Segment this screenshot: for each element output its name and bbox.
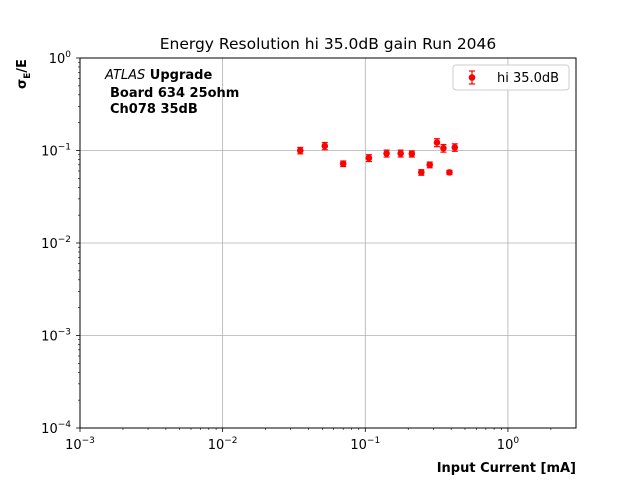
data-point xyxy=(433,138,441,148)
point-marker xyxy=(451,144,459,151)
point-marker xyxy=(433,139,441,146)
x-tick-base: 10 xyxy=(65,438,82,453)
x-tick-base: 10 xyxy=(208,438,225,453)
data-point xyxy=(418,169,425,176)
data-point xyxy=(339,160,347,168)
annotation-line-1: ATLAS Upgrade xyxy=(104,68,212,83)
data-point xyxy=(321,141,329,151)
y-axis-label-sub: E xyxy=(23,73,33,79)
annotation-line-2: Board 634 25ohm xyxy=(110,86,239,101)
point-marker xyxy=(408,150,416,158)
point-marker xyxy=(296,147,304,154)
axis-ticks xyxy=(76,57,552,432)
legend-box xyxy=(452,64,570,91)
point-marker xyxy=(339,160,347,167)
point-marker xyxy=(383,150,390,157)
point-marker xyxy=(440,144,447,152)
point-marker xyxy=(397,150,404,157)
data-point xyxy=(446,169,453,176)
data-point xyxy=(440,143,447,153)
atlas-annotation: ATLAS Upgrade Board 634 25ohm Ch078 35dB xyxy=(104,68,239,117)
y-tick-label: 10−1 xyxy=(41,143,71,160)
y-tick-label: 10−4 xyxy=(41,420,71,437)
x-tick-base: 10 xyxy=(497,438,514,453)
data-point xyxy=(383,149,390,158)
point-marker xyxy=(426,161,434,169)
x-tick-label: 10−1 xyxy=(350,436,380,453)
x-tick-exp: −1 xyxy=(367,436,380,446)
y-tick-exp: −3 xyxy=(58,328,71,338)
y-axis-label: σE/E xyxy=(15,59,33,89)
annotation-upgrade: Upgrade xyxy=(145,68,212,83)
x-axis-label: Input Current [mA] xyxy=(437,461,576,476)
y-tick-label: 10−2 xyxy=(41,235,71,252)
data-point xyxy=(397,149,404,158)
x-tick-exp: −3 xyxy=(82,436,95,446)
point-marker xyxy=(418,169,425,176)
data-point xyxy=(451,143,459,152)
x-tick-label: 10−3 xyxy=(65,436,95,453)
data-point xyxy=(408,150,416,158)
y-tick-base: 10 xyxy=(41,145,58,160)
y-tick-base: 10 xyxy=(49,52,66,67)
y-tick-exp: −4 xyxy=(58,420,72,430)
x-tick-exp: −2 xyxy=(224,436,237,446)
data-point xyxy=(426,161,434,169)
y-tick-exp: 0 xyxy=(65,50,71,60)
y-tick-label: 10−3 xyxy=(41,328,71,345)
point-marker xyxy=(321,142,329,150)
y-axis-label-main: σ xyxy=(15,79,30,89)
chart-title: Energy Resolution hi 35.0dB gain Run 204… xyxy=(160,35,497,53)
y-axis-label-tail: /E xyxy=(15,59,30,73)
legend: hi 35.0dB xyxy=(452,64,570,91)
y-tick-label: 100 xyxy=(49,50,72,67)
data-points xyxy=(296,138,459,176)
grid xyxy=(80,58,576,428)
data-point xyxy=(365,154,373,163)
y-tick-exp: −2 xyxy=(58,235,71,245)
annotation-line-3: Ch078 35dB xyxy=(110,102,198,117)
point-marker xyxy=(446,169,453,176)
annotation-atlas: ATLAS xyxy=(104,68,145,83)
y-tick-exp: −1 xyxy=(58,143,71,153)
y-tick-base: 10 xyxy=(41,330,58,345)
x-tick-exp: 0 xyxy=(513,436,519,446)
legend-marker xyxy=(468,74,476,81)
data-point xyxy=(296,146,304,155)
x-tick-label: 10−2 xyxy=(208,436,238,453)
y-tick-base: 10 xyxy=(41,237,58,252)
y-tick-base: 10 xyxy=(41,422,58,437)
x-tick-base: 10 xyxy=(350,438,367,453)
legend-entry-label: hi 35.0dB xyxy=(497,71,559,86)
point-marker xyxy=(365,154,373,162)
x-tick-label: 100 xyxy=(497,436,520,453)
